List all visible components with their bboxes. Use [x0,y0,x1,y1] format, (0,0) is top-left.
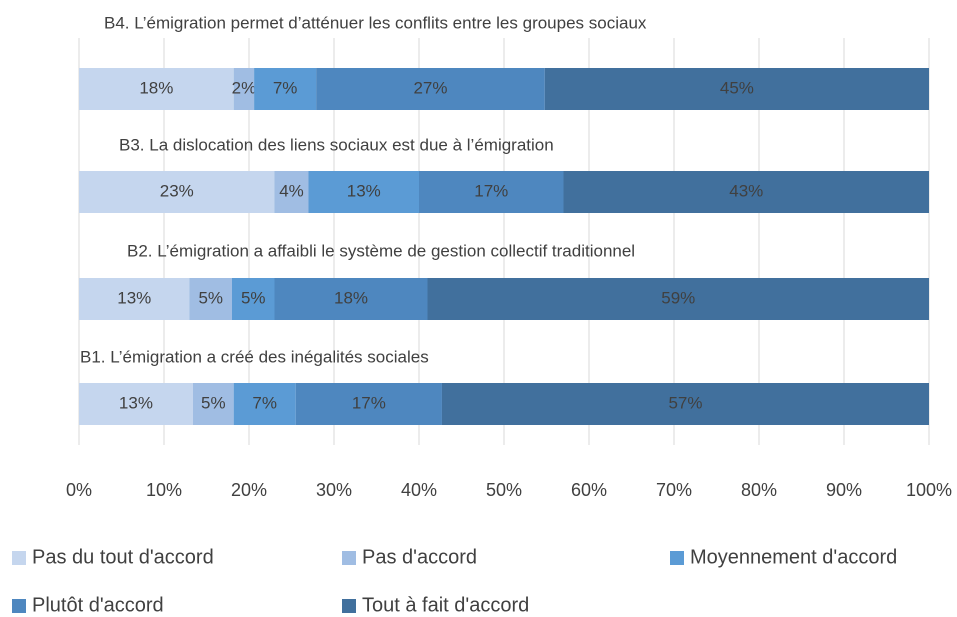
bar-segment [274,171,309,213]
legend-label: Pas d'accord [362,546,477,568]
bar-segment [427,278,929,320]
category-title: B3. La dislocation des liens sociaux est… [119,135,554,154]
legend-swatch [12,599,26,613]
bar-segment [192,383,234,425]
bar-segment [79,68,234,110]
legend-label: Plutôt d'accord [32,594,164,616]
x-tick-label: 60% [571,480,607,500]
bar-segment [274,278,428,320]
bar-segment [232,278,275,320]
value-label: 13% [119,393,153,412]
category-title: B1. L’émigration a créé des inégalités s… [80,347,429,366]
x-tick-label: 80% [741,480,777,500]
bar-segment [233,383,296,425]
x-tick-label: 40% [401,480,437,500]
legend-swatch [342,551,356,565]
value-label: 7% [273,78,298,97]
value-label: 27% [413,78,447,97]
value-label: 59% [661,288,695,307]
x-tick-label: 0% [66,480,92,500]
x-tick-label: 100% [906,480,952,500]
value-label: 5% [241,288,266,307]
value-label: 13% [117,288,151,307]
bar-segment [316,68,545,110]
legend-label: Tout à fait d'accord [362,594,529,616]
value-label: 5% [201,393,226,412]
value-label: 7% [252,393,277,412]
bar-segment [79,383,193,425]
bar-segment [233,68,255,110]
bar-segment [79,278,190,320]
value-label: 45% [720,78,754,97]
bar-segment [544,68,929,110]
x-tick-label: 90% [826,480,862,500]
bar-segment [189,278,232,320]
x-tick-label: 70% [656,480,692,500]
category-title: B4. L’émigration permet d’atténuer les c… [104,13,647,32]
bar-segment [295,383,442,425]
legend-swatch [342,599,356,613]
bar-segment [563,171,929,213]
value-label: 4% [279,181,304,200]
x-tick-label: 20% [231,480,267,500]
value-label: 23% [160,181,194,200]
value-label: 18% [334,288,368,307]
legend-swatch [670,551,684,565]
x-tick-label: 30% [316,480,352,500]
value-label: 2% [232,78,257,97]
category-title: B2. L’émigration a affaibli le système d… [127,241,635,260]
bar-segment [254,68,317,110]
legend-swatch [12,551,26,565]
legend-label: Pas du tout d'accord [32,546,214,568]
legend-label: Moyennement d'accord [690,546,897,568]
x-tick-label: 10% [146,480,182,500]
value-label: 5% [198,288,223,307]
bar-segment [441,383,929,425]
value-label: 43% [729,181,763,200]
value-label: 57% [668,393,702,412]
value-label: 17% [474,181,508,200]
value-label: 17% [352,393,386,412]
bar-segment [308,171,419,213]
value-label: 18% [139,78,173,97]
x-tick-label: 50% [486,480,522,500]
bar-segment [79,171,275,213]
value-label: 13% [347,181,381,200]
bar-segment [419,171,564,213]
